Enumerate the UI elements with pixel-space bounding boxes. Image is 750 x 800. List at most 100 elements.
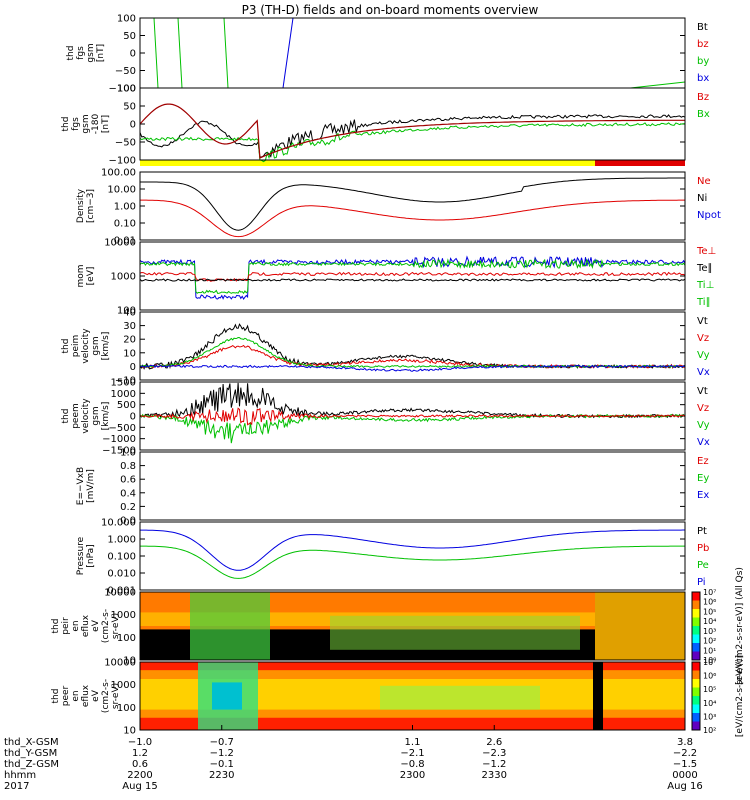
y-tick-label: −50 <box>115 138 136 149</box>
y-axis-label: Pressure [nPa] <box>76 536 96 575</box>
panel-density: 100.00 10.00 1.00 0.10 0.01 Density [cm−3] Ne Ni… <box>76 168 721 247</box>
legend-Bx: Bx <box>697 109 710 120</box>
y-tick-label: 0.6 <box>120 475 136 486</box>
y-label-line: E=−VxB <box>76 467 86 505</box>
x-tick-label: 1.1 <box>405 737 421 748</box>
colorbar-label: [eV/(cm2-s-sr-eV)] (All Qs) <box>735 567 745 685</box>
y-axis-label: thd fgs gsm -180 [nT] <box>61 114 111 135</box>
colorbar-swatch <box>692 704 700 714</box>
y-tick-label: 500 <box>117 400 136 411</box>
y-label-line: [mV/m] <box>86 469 96 503</box>
colorbar-tick-label: 10³ <box>703 712 716 721</box>
y-tick-label: 0.001 <box>107 586 136 597</box>
colorbar-label: [eV/(cm2-s-sr-eV)] <box>735 655 745 737</box>
colorbar-frame <box>691 591 701 661</box>
legend-Bz: Bz <box>697 92 709 103</box>
colorbar-swatch <box>692 617 700 627</box>
y-tick-label: 1000 <box>111 610 136 621</box>
legend-bx: bx <box>697 73 709 84</box>
legend-Vt: Vt <box>697 386 708 397</box>
legend-Pb: Pb <box>697 543 709 554</box>
colorbar-swatch <box>692 643 700 652</box>
y-tick-label: 20 <box>123 335 136 346</box>
legend-Ni: Ni <box>697 193 707 204</box>
y-label-line: eflux <box>81 684 91 707</box>
x-tick-label: 0000 <box>672 770 697 781</box>
colorbar-tick-label: 10⁰ <box>703 656 716 665</box>
y-label-line: fgs <box>71 117 81 131</box>
y-tick-label: 100 <box>117 14 136 25</box>
legend-Vy: Vy <box>697 420 710 431</box>
y-label-line: thd <box>51 689 61 704</box>
trace-vz <box>139 407 686 426</box>
y-tick-label: 0.0 <box>120 516 136 527</box>
spectrogram-band <box>595 592 685 660</box>
trace-vt <box>139 323 686 370</box>
y-tick-label: −500 <box>109 423 136 434</box>
y-label-line: Pressure <box>76 536 86 575</box>
y-tick-label: 100 <box>117 703 136 714</box>
panel-elec_spec: 10000 1000 100 10 thd peer en eflux eV (cm2-s-sr-… <box>51 658 686 737</box>
trace-ne <box>140 199 685 238</box>
y-label-line: velocity <box>81 398 91 434</box>
colorbar-swatch <box>692 713 700 722</box>
x-tick-label: −0.8 <box>400 759 424 770</box>
y-axis-label: thd peem velocity gsm [km/s] <box>61 398 111 434</box>
y-label-line: eV <box>91 619 101 632</box>
panel-frame <box>139 241 686 311</box>
legend-Te⊥: Te⊥ <box>696 246 716 257</box>
y-axis-label: E=−VxB [mV/m] <box>76 467 96 505</box>
y-label-line: gsm <box>91 336 101 355</box>
legend-Npot: Npot <box>697 210 721 221</box>
colorbar-tick-label: 10² <box>703 637 716 646</box>
x-tick-label: −2.3 <box>482 748 506 759</box>
y-tick-label: 0.10 <box>114 219 136 230</box>
y-tick-label: 0.4 <box>120 488 136 499</box>
legend-bz: bz <box>697 39 709 50</box>
y-tick-label: 10 <box>123 726 136 737</box>
x-row-label: hhmm <box>4 770 36 781</box>
y-label-line: -180 <box>91 114 101 135</box>
legend-Ti∥: Ti∥ <box>696 297 711 308</box>
colorbar-tick-label: 10⁵ <box>703 607 716 616</box>
y-tick-label: 0.100 <box>107 552 136 563</box>
y-tick-label: 0.2 <box>120 502 136 513</box>
y-tick-label: 0 <box>130 49 136 60</box>
legend-Bt: Bt <box>697 22 708 33</box>
chart-title: P3 (TH-D) fields and on-board moments ov… <box>242 3 539 17</box>
spectrogram-band <box>380 685 540 710</box>
y-tick-label: −1500 <box>102 446 136 457</box>
spectrogram-band <box>330 615 580 650</box>
legend-Ex: Ex <box>697 490 709 501</box>
y-label-line: gsm <box>81 114 91 133</box>
colorbar-swatch <box>692 679 700 688</box>
y-tick-label: 50 <box>123 102 136 113</box>
colorbar-tick-label: 10⁴ <box>703 699 716 708</box>
y-label-line: [cm−3] <box>86 189 96 223</box>
y-label-line: [eV] <box>86 267 96 286</box>
trace-tipar <box>139 258 686 295</box>
y-label-line: thd <box>61 339 71 354</box>
legend-Pi: Pi <box>697 577 706 588</box>
panel-frame <box>139 17 686 89</box>
x-tick-label: 2300 <box>400 770 425 781</box>
x-row-label: thd_Y-GSM <box>4 748 57 759</box>
y-tick-label: 100 <box>117 84 136 95</box>
colorbar-tick-label: 10⁷ <box>703 658 716 667</box>
colorbar-elec: 10⁷ 10⁶ 10⁵ 10⁴ 10³ 10² [eV/(cm2-s-sr-eV)] <box>691 655 745 737</box>
y-label-line: Density <box>76 188 86 223</box>
colorbar-swatch <box>692 721 700 731</box>
trace-pi <box>140 529 685 571</box>
x-tick-label: −2.1 <box>400 748 424 759</box>
y-label-line: mom <box>76 264 86 287</box>
y-tick-label: 100.00 <box>101 168 136 179</box>
y-tick-label: 1000 <box>111 680 136 691</box>
colorbar-tick-label: 10⁶ <box>703 598 716 607</box>
x-tick-label: −0.1 <box>210 759 234 770</box>
y-axis-label: thd peir en eflux eV (cm2-s-sr-eV) <box>51 609 121 643</box>
panel-frame <box>139 87 686 161</box>
colorbar-swatch <box>692 592 700 601</box>
y-label-line: sr-eV) <box>111 683 121 709</box>
